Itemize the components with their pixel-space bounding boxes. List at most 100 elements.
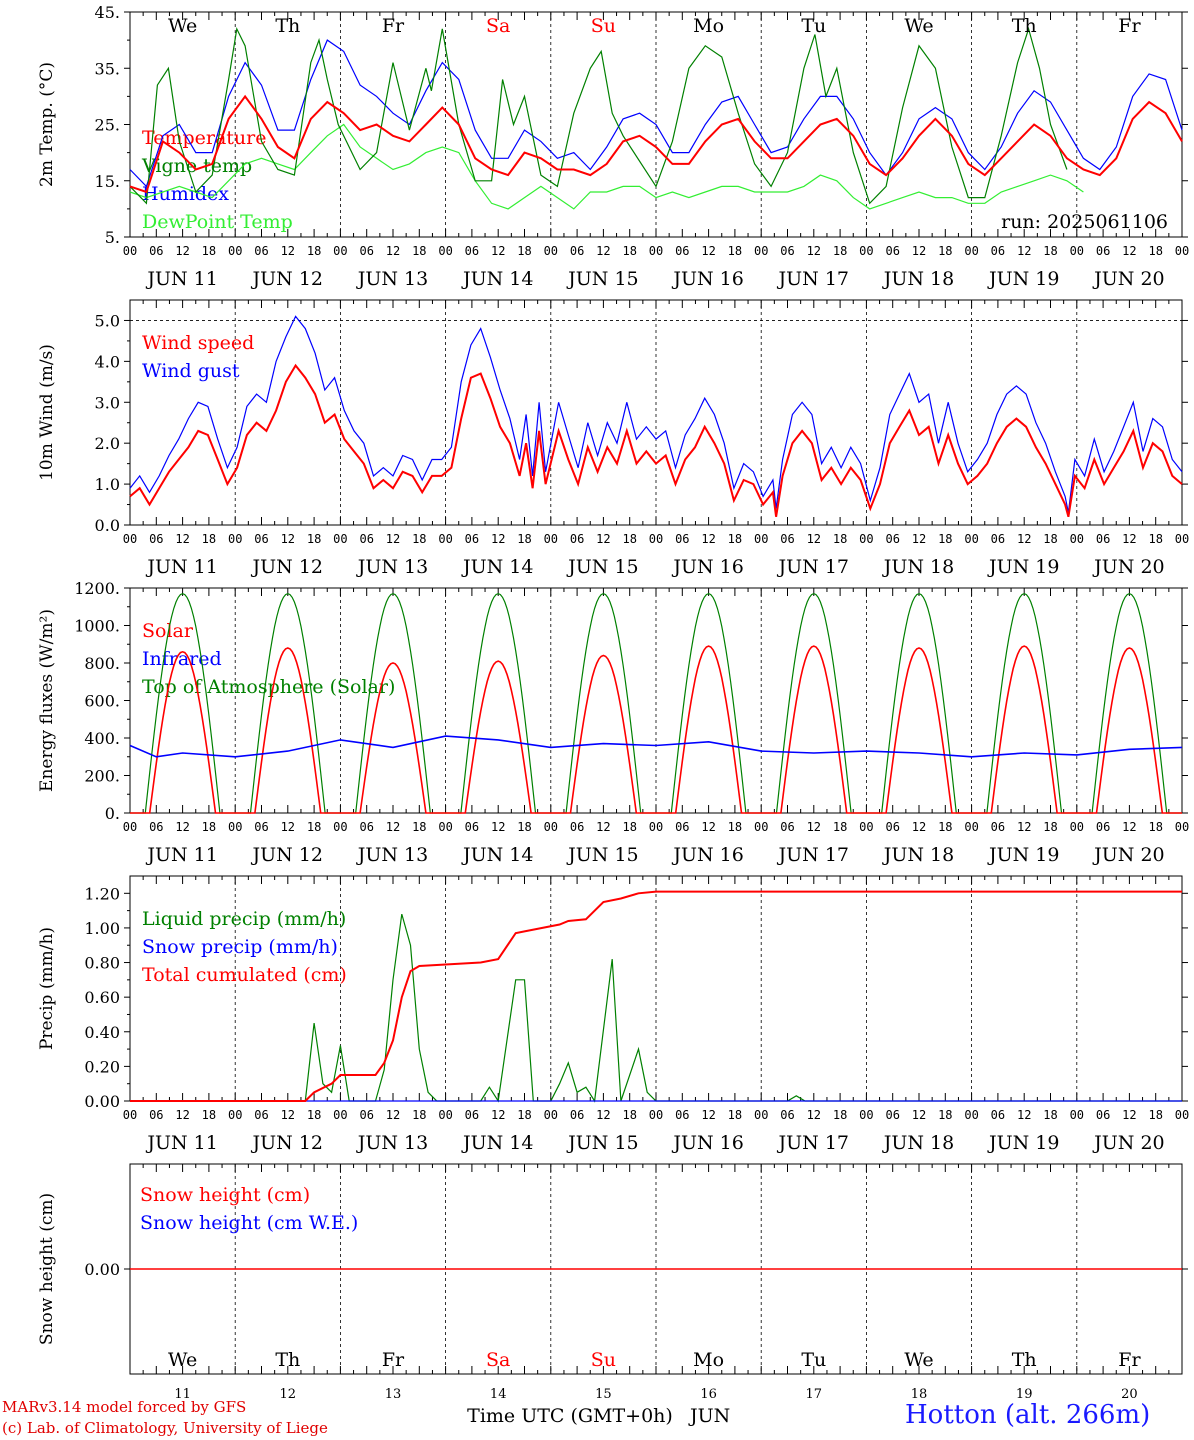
hour-tick-label: 18 [622, 244, 636, 258]
hour-tick-label: 18 [1043, 244, 1057, 258]
y-tick-label: 3.0 [95, 393, 120, 412]
legend-entry: Top of Atmosphere (Solar) [142, 676, 395, 698]
hour-tick-label: 06 [570, 820, 584, 834]
hour-tick-label: 12 [912, 820, 926, 834]
hour-tick-label: 06 [149, 1108, 163, 1122]
weekday-label: We [168, 15, 197, 37]
date-label: JUN 11 [145, 268, 217, 290]
bottom-day-number: 13 [385, 1387, 402, 1402]
legend-entry: Temperature [142, 127, 266, 149]
series-line [129, 315, 1183, 513]
date-label: JUN 12 [251, 556, 323, 578]
hour-tick-label: 12 [175, 244, 189, 258]
hour-tick-label: 18 [412, 1108, 426, 1122]
hour-tick-label: 06 [149, 820, 163, 834]
legend-entry: Snow height (cm) [140, 1184, 310, 1206]
legend-entry: Wind gust [142, 360, 240, 382]
hour-tick-label: 18 [517, 820, 531, 834]
legend-entry: Liquid precip (mm/h) [142, 908, 346, 930]
hour-tick-label: 18 [202, 532, 216, 546]
y-tick-label: 1.00 [84, 919, 120, 938]
hour-tick-label: 06 [780, 820, 794, 834]
hour-tick-label: 18 [1043, 1108, 1057, 1122]
hour-tick-label: 00 [649, 532, 663, 546]
panel-frame-2 [129, 587, 1183, 814]
hour-tick-label: 12 [596, 532, 610, 546]
bottom-day-number: 17 [806, 1387, 823, 1402]
hour-tick-label: 00 [333, 532, 347, 546]
weekday-label: Tu [801, 15, 826, 37]
weekday-label-bottom: Fr [1118, 1349, 1141, 1371]
bottom-day-number: 11 [174, 1387, 191, 1402]
date-label: JUN 18 [882, 844, 954, 866]
hour-tick-label: 06 [1096, 1108, 1110, 1122]
hour-tick-label: 00 [1175, 532, 1189, 546]
hour-tick-label: 12 [807, 820, 821, 834]
bottom-day-number: 20 [1121, 1387, 1138, 1402]
y-tick-label: 0.0 [95, 516, 120, 535]
y-axis-label: Snow height (cm) [37, 1193, 57, 1345]
hour-tick-label: 06 [885, 1108, 899, 1122]
hour-tick-label: 00 [1175, 1108, 1189, 1122]
hour-tick-label: 06 [359, 1108, 373, 1122]
hour-tick-label: 18 [938, 1108, 952, 1122]
hour-tick-label: 00 [754, 244, 768, 258]
hour-tick-label: 18 [517, 244, 531, 258]
hour-tick-label: 00 [1070, 244, 1084, 258]
weekday-label-bottom: Th [275, 1349, 300, 1371]
hour-tick-label: 00 [964, 1108, 978, 1122]
hour-tick-label: 06 [991, 820, 1005, 834]
hour-tick-label: 00 [859, 820, 873, 834]
hour-tick-label: 18 [517, 532, 531, 546]
weekday-label: Su [591, 15, 616, 37]
hour-tick-label: 00 [1070, 820, 1084, 834]
date-label: JUN 11 [145, 844, 217, 866]
hour-tick-label: 00 [964, 820, 978, 834]
hour-tick-label: 00 [964, 244, 978, 258]
hour-tick-label: 12 [807, 532, 821, 546]
y-tick-label: 0. [105, 804, 120, 823]
hour-tick-label: 18 [728, 532, 742, 546]
hour-tick-label: 18 [938, 532, 952, 546]
hour-tick-label: 12 [1122, 820, 1136, 834]
hour-tick-label: 18 [1148, 1108, 1162, 1122]
hour-tick-label: 18 [1148, 244, 1162, 258]
series-line [129, 735, 1183, 758]
hour-tick-label: 12 [175, 532, 189, 546]
date-label: JUN 12 [251, 268, 323, 290]
hour-tick-label: 00 [228, 244, 242, 258]
hour-tick-label: 18 [202, 1108, 216, 1122]
hour-tick-label: 06 [359, 244, 373, 258]
hour-tick-label: 00 [754, 532, 768, 546]
y-tick-label: 2.0 [95, 434, 120, 453]
legend-entry: Total cumulated (cm) [142, 964, 347, 986]
weekday-label: Th [1012, 15, 1037, 37]
bottom-day-number: 15 [595, 1387, 612, 1402]
hour-tick-label: 00 [754, 820, 768, 834]
hour-tick-label: 12 [701, 244, 715, 258]
hour-tick-label: 18 [833, 244, 847, 258]
hour-tick-label: 00 [228, 532, 242, 546]
y-tick-label: 1200. [74, 579, 120, 598]
date-label: JUN 16 [671, 844, 743, 866]
hour-tick-label: 00 [438, 820, 452, 834]
y-tick-label: 5. [105, 228, 120, 247]
hour-tick-label: 18 [833, 532, 847, 546]
y-tick-label: 400. [84, 729, 120, 748]
hour-tick-label: 06 [359, 820, 373, 834]
hour-tick-label: 06 [465, 1108, 479, 1122]
hour-tick-label: 12 [386, 1108, 400, 1122]
hour-tick-label: 12 [807, 244, 821, 258]
hour-tick-label: 12 [596, 1108, 610, 1122]
weekday-label: Th [275, 15, 300, 37]
bottom-day-number: 14 [490, 1387, 507, 1402]
hour-tick-label: 00 [754, 1108, 768, 1122]
date-label: JUN 18 [882, 556, 954, 578]
weekday-label: Mo [693, 15, 724, 37]
date-label: JUN 19 [987, 1132, 1059, 1154]
hour-tick-label: 06 [675, 1108, 689, 1122]
hour-tick-label: 06 [780, 1108, 794, 1122]
hour-tick-label: 18 [938, 244, 952, 258]
hour-tick-label: 06 [675, 244, 689, 258]
hour-tick-label: 18 [1043, 820, 1057, 834]
